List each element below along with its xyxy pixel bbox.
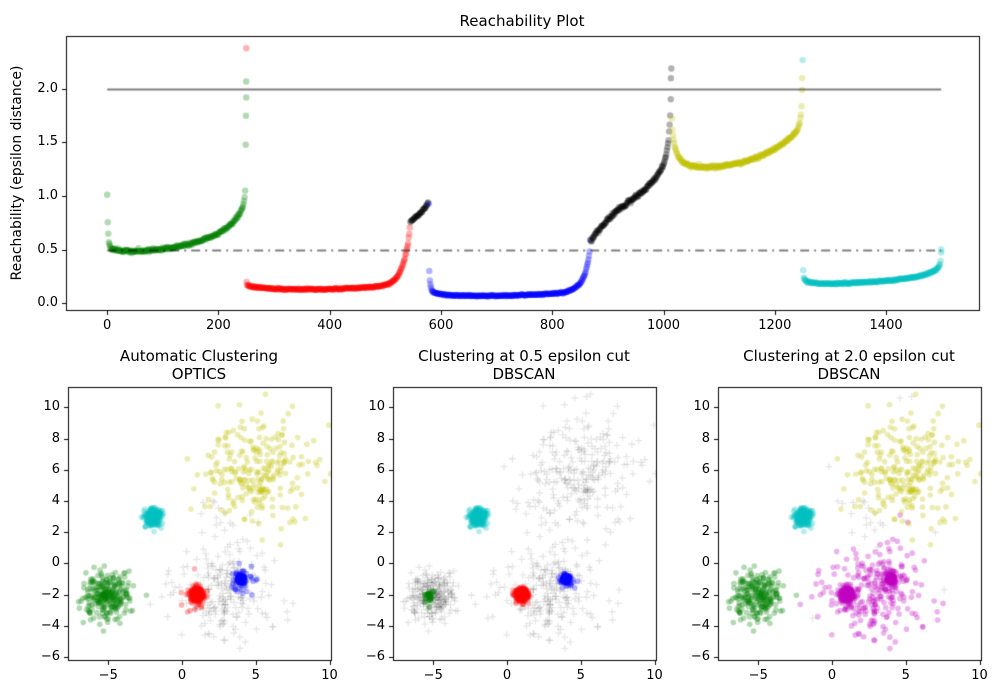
x-tick-label: 1000 — [646, 318, 681, 333]
x-tick-label: 400 — [317, 318, 343, 333]
y-tick-label: 0 — [51, 555, 60, 571]
y-tick-label: 10 — [43, 399, 60, 415]
x-tick-label: 800 — [539, 318, 565, 333]
x-tick-label: 1400 — [869, 318, 903, 333]
y-tick-label: 0.5 — [37, 241, 58, 257]
y-tick-label: 4 — [701, 493, 710, 509]
y-tick-label: 2.0 — [37, 80, 58, 96]
y-tick-label: 6 — [701, 461, 710, 477]
x-tick-label: 5 — [901, 668, 910, 683]
y-tick-label: 10 — [693, 399, 710, 415]
y-tick-label: 8 — [51, 430, 60, 446]
y-tick-label: 0 — [701, 555, 710, 571]
y-tick-label: −6 — [40, 649, 60, 665]
x-tick-label: 600 — [428, 318, 454, 333]
y-tick-label: 2 — [376, 524, 385, 540]
dbscan-05-plot-title: Clustering at 0.5 epsilon cut DBSCAN — [418, 347, 630, 383]
optics-plot-title-line1: Automatic Clustering — [119, 347, 279, 365]
y-tick-label: 8 — [376, 430, 385, 446]
x-tick-label: 10 — [321, 668, 338, 683]
y-tick-label: 1.5 — [37, 134, 58, 150]
x-tick-label: 0 — [502, 668, 512, 683]
y-tick-label: −2 — [40, 586, 60, 602]
x-tick-label: 0 — [177, 668, 187, 683]
x-tick-label: −5 — [423, 668, 443, 683]
dbscan-20-plot-title-line1: Clustering at 2.0 epsilon cut — [743, 347, 955, 365]
x-tick-label: −5 — [748, 668, 768, 683]
dbscan-05-plot-title-line1: Clustering at 0.5 epsilon cut — [418, 347, 630, 365]
dbscan-20-plot-title: Clustering at 2.0 epsilon cut DBSCAN — [743, 347, 955, 383]
x-tick-label: 0 — [103, 318, 112, 333]
y-tick-label: 4 — [376, 493, 385, 509]
x-tick-label: 1200 — [758, 318, 792, 333]
reachability-plot-title: Reachability Plot — [459, 12, 585, 30]
optics-plot-title: Automatic Clustering OPTICS — [120, 347, 278, 383]
y-tick-label: 1.0 — [37, 188, 58, 203]
y-tick-label: −6 — [690, 649, 710, 665]
x-tick-label: −5 — [98, 668, 118, 683]
x-tick-label: 5 — [251, 668, 260, 683]
y-tick-label: 4 — [51, 493, 60, 509]
x-tick-label: 5 — [576, 668, 585, 683]
dbscan-20-plot-title-line2: DBSCAN — [817, 365, 881, 383]
y-tick-label: 2 — [701, 524, 710, 540]
x-tick-label: 200 — [206, 318, 231, 333]
y-tick-label: 6 — [51, 461, 60, 477]
dbscan-05-plot-title-line2: DBSCAN — [492, 365, 556, 383]
x-tick-label: 10 — [971, 668, 988, 683]
x-tick-label: 0 — [827, 668, 837, 683]
y-tick-label: −4 — [365, 617, 385, 633]
y-tick-label: 2 — [51, 524, 60, 540]
x-tick-label: 10 — [646, 668, 663, 683]
y-tick-label: 0.0 — [37, 295, 58, 311]
y-tick-label: 6 — [376, 461, 385, 477]
y-tick-label: −4 — [40, 617, 60, 633]
y-tick-label: −4 — [690, 617, 710, 633]
optics-plot-title-line2: OPTICS — [171, 365, 227, 383]
y-tick-label: −2 — [365, 586, 385, 602]
y-tick-label: −6 — [365, 649, 385, 665]
y-tick-label: 0 — [376, 555, 385, 571]
y-tick-label: 8 — [701, 430, 710, 446]
y-tick-label: 10 — [368, 399, 385, 415]
y-tick-label: −2 — [690, 586, 710, 602]
